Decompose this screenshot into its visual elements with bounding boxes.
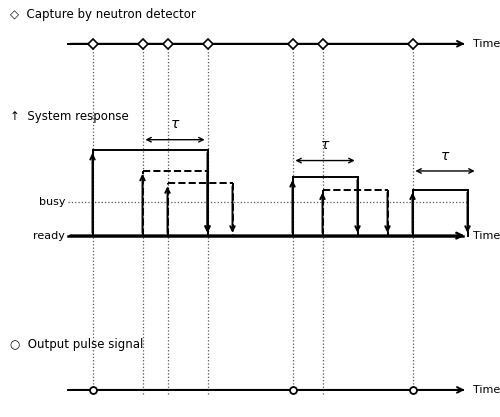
Text: ready: ready <box>33 231 65 241</box>
Text: ↑  System response: ↑ System response <box>10 110 129 123</box>
Text: Time: Time <box>472 385 500 395</box>
Text: busy: busy <box>38 197 65 207</box>
Text: ○  Output pulse signal: ○ Output pulse signal <box>10 337 143 351</box>
Text: ◇  Capture by neutron detector: ◇ Capture by neutron detector <box>10 8 196 21</box>
Text: Time: Time <box>472 231 500 241</box>
Text: Time: Time <box>472 39 500 49</box>
Text: $\tau$: $\tau$ <box>320 138 330 152</box>
Text: $\tau$: $\tau$ <box>170 117 180 131</box>
Text: $\tau$: $\tau$ <box>440 148 450 163</box>
